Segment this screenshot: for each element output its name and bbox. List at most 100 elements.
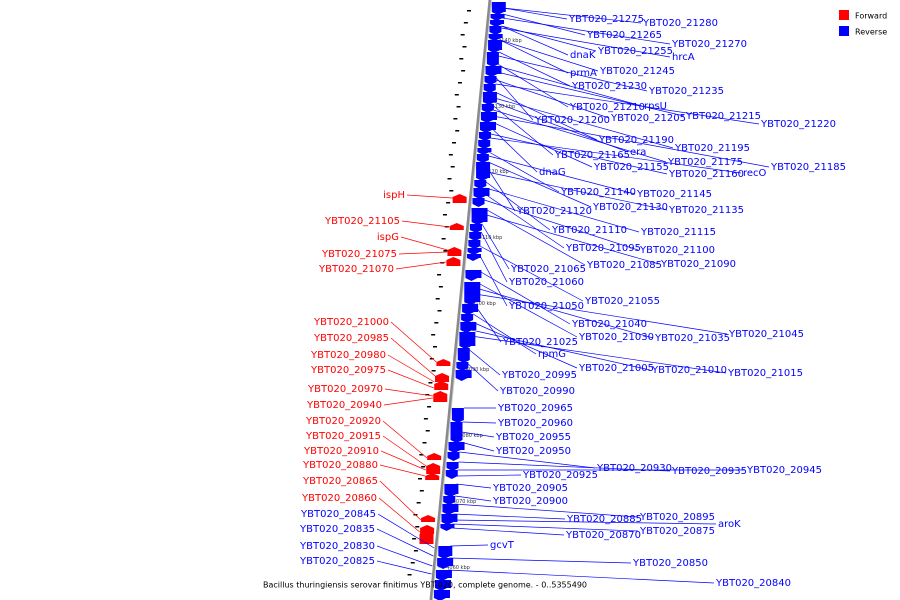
forward-gene-arrow (436, 359, 451, 362)
forward-gene-arrow (426, 463, 441, 466)
reverse-gene (476, 154, 489, 160)
reverse-gene-arrow (455, 378, 468, 381)
reverse-gene-label: dnaK (570, 50, 596, 61)
reverse-gene (435, 570, 452, 578)
reverse-gene-label: YBT020_21245 (599, 66, 675, 77)
forward-gene (427, 456, 442, 460)
reverse-gene-label: YBT020_21280 (642, 18, 718, 29)
reverse-gene (455, 370, 472, 378)
reverse-gene (442, 504, 459, 512)
feature-dash (432, 346, 437, 348)
gene-label-connector (457, 474, 522, 477)
reverse-gene (491, 2, 506, 12)
reverse-gene-arrow (477, 152, 490, 155)
reverse-gene (434, 580, 451, 588)
reverse-gene-arrow (490, 18, 503, 21)
reverse-gene-arrow (438, 556, 451, 559)
gene-label-connector (477, 269, 571, 325)
gene-label-connector (462, 421, 497, 424)
kbp-tick-label: 4140 kbp (498, 38, 522, 44)
feature-dash (410, 562, 415, 564)
reverse-gene-arrow (485, 74, 498, 77)
forward-gene (433, 394, 448, 402)
gene-label-connector (382, 420, 428, 459)
reverse-gene-label: YBT020_20990 (499, 386, 575, 397)
reverse-gene-label: YBT020_20870 (565, 530, 641, 541)
reverse-gene-arrow (478, 146, 491, 149)
gene-label-connector (387, 354, 435, 383)
feature-dash (448, 154, 453, 156)
reverse-gene (477, 148, 492, 152)
legend-reverse-label: Reverse (855, 28, 887, 37)
gene-label-connector (503, 7, 642, 24)
gene-label-connector (488, 151, 560, 193)
gene-label-connector (482, 213, 660, 265)
feature-dash (437, 274, 442, 276)
reverse-gene (484, 76, 497, 82)
reverse-gene-label: YBT020_21110 (551, 225, 627, 236)
gene-label-connector (475, 293, 728, 335)
feature-dash (425, 430, 430, 432)
gene-label-connector (479, 245, 584, 302)
gene-label-connector (495, 83, 760, 125)
reverse-gene (448, 442, 465, 450)
reverse-gene-arrow (468, 246, 481, 249)
reverse-gene (433, 590, 450, 598)
reverse-gene-label: YBT020_21255 (597, 46, 673, 57)
forward-gene (420, 528, 435, 534)
gene-label-connector (503, 7, 568, 20)
reverse-gene-label: YBT020_21165 (554, 150, 630, 161)
gene-label-connector (478, 253, 508, 307)
gene-label-connector (496, 77, 534, 121)
forward-gene-label: YBT020_20865 (302, 476, 378, 487)
reverse-gene-label: YBT020_20945 (746, 465, 822, 476)
reverse-gene-label: YBT020_21270 (671, 39, 747, 50)
reverse-gene-arrow (464, 302, 477, 305)
reverse-gene-label: YBT020_21120 (516, 206, 592, 217)
reverse-gene-arrow (434, 588, 447, 591)
gene-label-connector (449, 557, 632, 564)
reverse-gene-label: YBT020_20935 (671, 466, 747, 477)
forward-gene-arrow (435, 373, 450, 376)
forward-gene-label: YBT020_20880 (302, 460, 378, 471)
reverse-gene (441, 514, 458, 522)
reverse-gene-label: YBT020_21230 (571, 81, 647, 92)
feature-dash (462, 46, 467, 48)
forward-gene-label: YBT020_20915 (305, 431, 381, 442)
reverse-gene-arrow (481, 110, 494, 113)
reverse-gene-label: YBT020_20965 (497, 403, 573, 414)
gene-label-connector (447, 569, 715, 584)
reverse-gene-label: YBT020_21100 (639, 245, 715, 256)
feature-dash (416, 502, 421, 504)
reverse-gene-label: YBT020_21115 (640, 227, 716, 238)
gene-label-connector (472, 313, 537, 355)
reverse-gene (444, 484, 459, 494)
reverse-gene-label: YBT020_21005 (578, 363, 654, 374)
gene-label-connector (398, 251, 448, 255)
kbp-tick-label: 4090 kbp (466, 367, 490, 373)
gene-label-connector (401, 220, 450, 228)
feature-dash (443, 250, 448, 252)
feature-dash (413, 550, 418, 552)
feature-dash (453, 118, 458, 120)
legend-forward-swatch (839, 10, 849, 20)
gene-label-connector (452, 527, 565, 536)
gene-label-connector (379, 464, 426, 477)
feature-dash (412, 538, 417, 540)
gene-label-connector (376, 545, 433, 567)
forward-gene-label: YBT020_21105 (324, 216, 400, 227)
forward-gene-arrow (452, 194, 467, 197)
reverse-gene-label: YBT020_21145 (636, 189, 712, 200)
reverse-gene-label: YBT020_21160 (668, 169, 744, 180)
gene-label-connector (487, 161, 592, 208)
reverse-gene-arrow (476, 160, 489, 163)
kbp-tick-label: 4060 kbp (446, 565, 470, 571)
reverse-gene (469, 224, 482, 230)
forward-gene-arrow (425, 473, 440, 476)
reverse-gene-label: YBT020_20995 (501, 370, 577, 381)
reverse-gene-label: YBT020_21060 (508, 277, 584, 288)
gene-label-connector (487, 167, 516, 212)
gene-label-connector (501, 25, 597, 52)
reverse-gene-label: YBT020_21030 (578, 332, 654, 343)
